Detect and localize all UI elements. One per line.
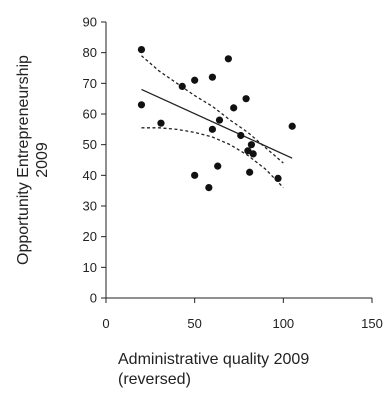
axes: 0 10 20 30 40 50 60 70 80 90 0 50 100 150: [83, 15, 383, 332]
data-point: [249, 150, 257, 158]
y-tick-label: 30: [83, 199, 97, 214]
y-tick-label: 70: [83, 76, 97, 91]
data-point: [237, 131, 245, 140]
x-axis-title-line-2: (reversed): [118, 371, 191, 388]
data-point: [157, 119, 165, 127]
data-point: [137, 46, 146, 54]
data-point: [288, 122, 296, 130]
y-tick-label: 80: [83, 45, 97, 60]
data-point: [191, 171, 199, 179]
data-point: [208, 125, 216, 133]
y-tick-label: 40: [83, 168, 97, 183]
data-point: [205, 184, 213, 192]
data-point: [224, 55, 232, 63]
data-point: [246, 168, 254, 176]
data-point: [274, 174, 282, 182]
x-axis-title: Administrative quality 2009 (reversed): [118, 350, 309, 390]
ci-lower-line: [141, 127, 284, 189]
y-tick-label: 60: [83, 107, 97, 122]
ci-upper-line: [141, 55, 284, 164]
x-tick-label: 100: [272, 316, 294, 331]
y-tick-label: 50: [83, 137, 97, 152]
x-axis-title-line-1: Administrative quality 2009: [118, 351, 310, 368]
data-point: [242, 95, 250, 103]
y-axis-title-rot: Opportunity Entrepreneurship 2009: [15, 55, 51, 265]
y-tick-label: 20: [83, 229, 97, 244]
data-point: [214, 162, 222, 170]
x-tick-label: 50: [187, 316, 201, 331]
data-point: [244, 147, 252, 155]
trend-line-group: [141, 88, 293, 159]
data-point: [137, 101, 146, 109]
y-axis-title-line-2: 2009: [34, 142, 51, 178]
data-point: [191, 76, 199, 84]
data-point: [208, 73, 216, 81]
y-tick-label: 0: [90, 291, 97, 306]
x-tick-label: 150: [361, 316, 383, 331]
data-point: [178, 82, 186, 90]
y-axis-title: Opportunity Entrepreneurship 2009: [15, 55, 51, 265]
confidence-band: [141, 55, 284, 189]
data-point: [247, 141, 256, 149]
x-tick-label: 0: [102, 316, 109, 331]
data-points: [137, 46, 296, 192]
y-tick-label: 90: [83, 15, 97, 30]
trend-line: [141, 88, 293, 159]
data-point: [215, 116, 224, 124]
y-axis-title-line-1: Opportunity Entrepreneurship: [15, 55, 32, 265]
data-point: [230, 104, 238, 112]
y-tick-label: 10: [83, 260, 97, 275]
